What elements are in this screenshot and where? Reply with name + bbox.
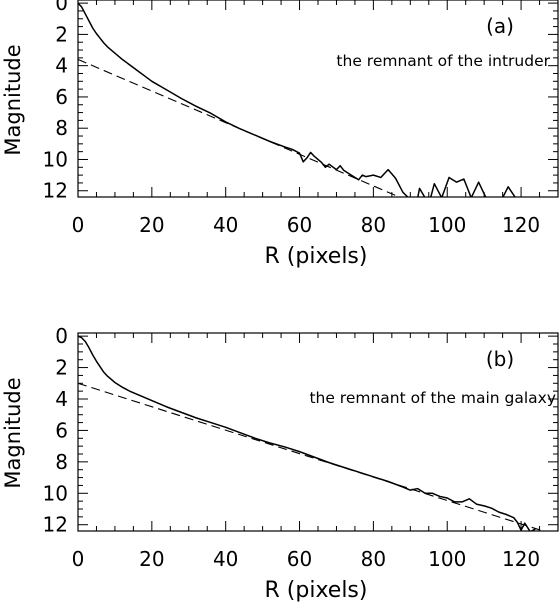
x-tick-label: 20 xyxy=(139,213,164,237)
x-tick-label: 40 xyxy=(213,547,238,571)
y-tick-label: 12 xyxy=(43,179,68,203)
x-tick-label: 100 xyxy=(428,547,466,571)
y-tick-label: 4 xyxy=(55,387,68,411)
y-tick-label: 12 xyxy=(43,513,68,537)
x-tick-label: 40 xyxy=(213,213,238,237)
x-tick-label: 0 xyxy=(72,213,85,237)
panel-annotation: the remnant of the main galaxy xyxy=(309,389,556,407)
profile-line xyxy=(78,2,516,197)
y-tick-label: 8 xyxy=(55,450,68,474)
x-axis-label: R (pixels) xyxy=(265,578,368,603)
x-tick-label: 0 xyxy=(72,547,85,571)
panel-annotation: the remnant of the intruder xyxy=(336,52,550,70)
x-tick-label: 100 xyxy=(428,213,466,237)
panel-label: (a) xyxy=(486,14,514,38)
x-tick-label: 60 xyxy=(287,213,312,237)
y-tick-label: 0 xyxy=(55,0,68,15)
y-tick-label: 2 xyxy=(55,356,68,380)
y-axis-label: Magnitude xyxy=(1,44,25,155)
fit-line xyxy=(78,58,400,197)
y-tick-label: 2 xyxy=(55,22,68,46)
panel-a: 0 20 40 60 80 100 120 0 2 4 6 8 10 12 (a) the remnant… xyxy=(1,0,559,269)
panel-label: (b) xyxy=(486,347,514,371)
y-tick-label: 10 xyxy=(43,481,68,505)
y-tick-label: 6 xyxy=(55,85,68,109)
y-tick-label: 10 xyxy=(43,147,68,171)
y-tick-label: 4 xyxy=(55,54,68,78)
y-tick-label: 0 xyxy=(55,324,68,348)
y-tick-label: 6 xyxy=(55,418,68,442)
x-axis-label: R (pixels) xyxy=(265,244,368,269)
panel-b: 0 20 40 60 80 100 120 0 2 4 6 8 10 12 (b) the remnant… xyxy=(1,324,559,603)
x-tick-label: 80 xyxy=(361,547,386,571)
y-axis-label: Magnitude xyxy=(1,377,25,488)
x-tick-label: 80 xyxy=(361,213,386,237)
x-tick-label: 120 xyxy=(502,213,540,237)
y-tick-label: 8 xyxy=(55,116,68,140)
x-tick-label: 60 xyxy=(287,547,312,571)
x-tick-label: 20 xyxy=(139,547,164,571)
x-tick-label: 120 xyxy=(502,547,540,571)
fit-line xyxy=(78,382,544,531)
profile-line xyxy=(78,335,537,531)
